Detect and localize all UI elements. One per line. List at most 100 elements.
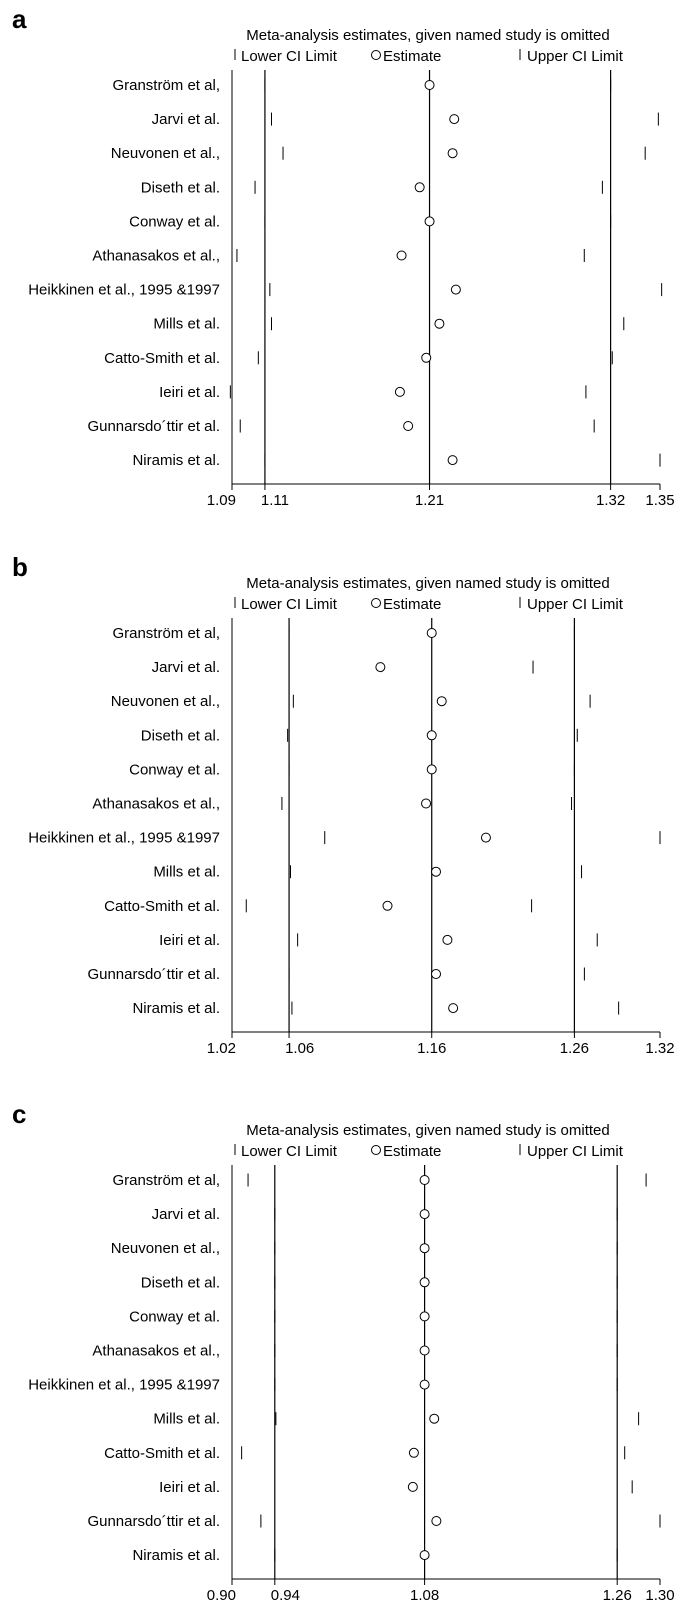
study-label: Athanasakos et al., bbox=[92, 248, 220, 265]
estimate-point bbox=[421, 352, 432, 363]
legend-upper-label: Upper CI Limit bbox=[527, 1143, 624, 1160]
x-tick-label: 1.16 bbox=[417, 1040, 446, 1057]
x-tick-label: 0.90 bbox=[207, 1587, 236, 1603]
estimate-point bbox=[407, 1481, 418, 1492]
chart-title: Meta-analysis estimates, given named stu… bbox=[246, 27, 610, 44]
study-label: Mills et al. bbox=[153, 1411, 220, 1428]
study-label: Catto-Smith et al. bbox=[104, 1445, 220, 1462]
estimate-point bbox=[426, 628, 437, 638]
legend-estimate-marker bbox=[371, 1145, 381, 1155]
legend-estimate-label: Estimate bbox=[383, 48, 441, 65]
study-label: Niramis et al. bbox=[132, 1000, 220, 1017]
estimate-point bbox=[449, 114, 460, 125]
study-label: Athanasakos et al., bbox=[92, 796, 220, 813]
x-tick-label: 1.32 bbox=[645, 1040, 674, 1057]
estimate-point bbox=[431, 969, 442, 979]
panel-c: c Meta-analysis estimates, given named st… bbox=[12, 1099, 675, 1603]
study-label: Conway et al. bbox=[129, 213, 220, 230]
legend-estimate-label: Estimate bbox=[383, 596, 441, 613]
legend-estimate-marker bbox=[371, 50, 381, 60]
estimate-point bbox=[447, 455, 458, 466]
estimate-point bbox=[419, 1209, 430, 1220]
estimate-point bbox=[426, 764, 437, 775]
x-tick-label: 1.02 bbox=[207, 1040, 236, 1057]
estimate-point bbox=[421, 798, 432, 809]
estimate-point bbox=[419, 1175, 430, 1185]
estimate-point bbox=[403, 421, 414, 431]
study-label: Gunnarsdo´ttir et al. bbox=[87, 418, 220, 435]
chart-title: Meta-analysis estimates, given named stu… bbox=[246, 1122, 610, 1139]
study-label: Athanasakos et al., bbox=[92, 1343, 220, 1360]
estimate-point bbox=[419, 1243, 430, 1254]
study-label: Niramis et al. bbox=[132, 1547, 220, 1564]
estimate-point bbox=[394, 386, 405, 397]
chart-title: Meta-analysis estimates, given named stu… bbox=[246, 575, 610, 592]
legend-lower-label: Lower CI Limit bbox=[241, 48, 338, 65]
x-tick-label: 0.94 bbox=[271, 1587, 300, 1603]
panel-a: a Meta-analysis estimates, given named st… bbox=[12, 4, 675, 509]
estimate-point bbox=[434, 318, 445, 329]
x-tick-label: 1.11 bbox=[261, 492, 289, 509]
estimate-point bbox=[414, 182, 425, 193]
study-label: Conway et al. bbox=[129, 1308, 220, 1325]
estimate-point bbox=[431, 866, 442, 877]
study-label: Mills et al. bbox=[153, 864, 220, 881]
legend-estimate-label: Estimate bbox=[383, 1143, 441, 1160]
estimate-point bbox=[442, 934, 453, 945]
study-label: Gunnarsdo´ttir et al. bbox=[87, 1513, 220, 1530]
estimate-point bbox=[480, 832, 491, 843]
legend-lower-label: Lower CI Limit bbox=[241, 596, 338, 613]
study-label: Catto-Smith et al. bbox=[104, 350, 220, 367]
study-label: Granström et al, bbox=[112, 77, 220, 94]
study-label: Ieiri et al. bbox=[159, 932, 220, 949]
study-label: Niramis et al. bbox=[132, 452, 220, 469]
x-tick-label: 1.21 bbox=[415, 492, 444, 509]
study-label: Mills et al. bbox=[153, 316, 220, 333]
estimate-point bbox=[419, 1379, 430, 1390]
estimate-point bbox=[447, 148, 458, 159]
study-label: Neuvonen et al., bbox=[111, 1240, 220, 1257]
estimate-point bbox=[429, 1413, 440, 1424]
panel-b: b Meta-analysis estimates, given named st… bbox=[12, 552, 675, 1057]
x-tick-label: 1.26 bbox=[560, 1040, 589, 1057]
study-label: Ieiri et al. bbox=[159, 1479, 220, 1496]
estimate-point bbox=[450, 284, 461, 295]
panel-label: c bbox=[12, 1099, 26, 1129]
study-label: Jarvi et al. bbox=[152, 111, 220, 128]
x-tick-label: 1.35 bbox=[645, 492, 674, 509]
legend-lower-label: Lower CI Limit bbox=[241, 1143, 338, 1160]
study-label: Heikkinen et al., 1995 &1997 bbox=[28, 1377, 220, 1394]
estimate-point bbox=[448, 1003, 459, 1014]
x-tick-label: 1.09 bbox=[207, 492, 236, 509]
estimate-point bbox=[424, 216, 435, 227]
estimate-point bbox=[419, 1311, 430, 1322]
study-label: Jarvi et al. bbox=[152, 1206, 220, 1223]
x-tick-label: 1.32 bbox=[596, 492, 625, 509]
panel-label: a bbox=[12, 4, 27, 34]
estimate-point bbox=[419, 1550, 430, 1561]
estimate-point bbox=[408, 1447, 419, 1458]
study-label: Heikkinen et al., 1995 &1997 bbox=[28, 830, 220, 847]
x-tick-label: 1.30 bbox=[645, 1587, 674, 1603]
panel-label: b bbox=[12, 552, 28, 582]
study-label: Conway et al. bbox=[129, 761, 220, 778]
estimate-point bbox=[426, 730, 437, 741]
x-tick-label: 1.06 bbox=[285, 1040, 314, 1057]
study-label: Gunnarsdo´ttir et al. bbox=[87, 966, 220, 983]
study-label: Ieiri et al. bbox=[159, 384, 220, 401]
study-label: Jarvi et al. bbox=[152, 659, 220, 676]
study-label: Diseth et al. bbox=[141, 727, 220, 744]
estimate-point bbox=[382, 900, 393, 911]
estimate-point bbox=[436, 696, 447, 707]
estimate-point bbox=[419, 1345, 430, 1356]
estimate-point bbox=[375, 662, 386, 673]
legend-upper-label: Upper CI Limit bbox=[527, 48, 624, 65]
study-label: Heikkinen et al., 1995 &1997 bbox=[28, 282, 220, 299]
estimate-point bbox=[419, 1277, 430, 1288]
x-tick-label: 1.08 bbox=[410, 1587, 439, 1603]
study-label: Granström et al, bbox=[112, 625, 220, 642]
legend-upper-label: Upper CI Limit bbox=[527, 596, 624, 613]
study-label: Granström et al, bbox=[112, 1172, 220, 1189]
